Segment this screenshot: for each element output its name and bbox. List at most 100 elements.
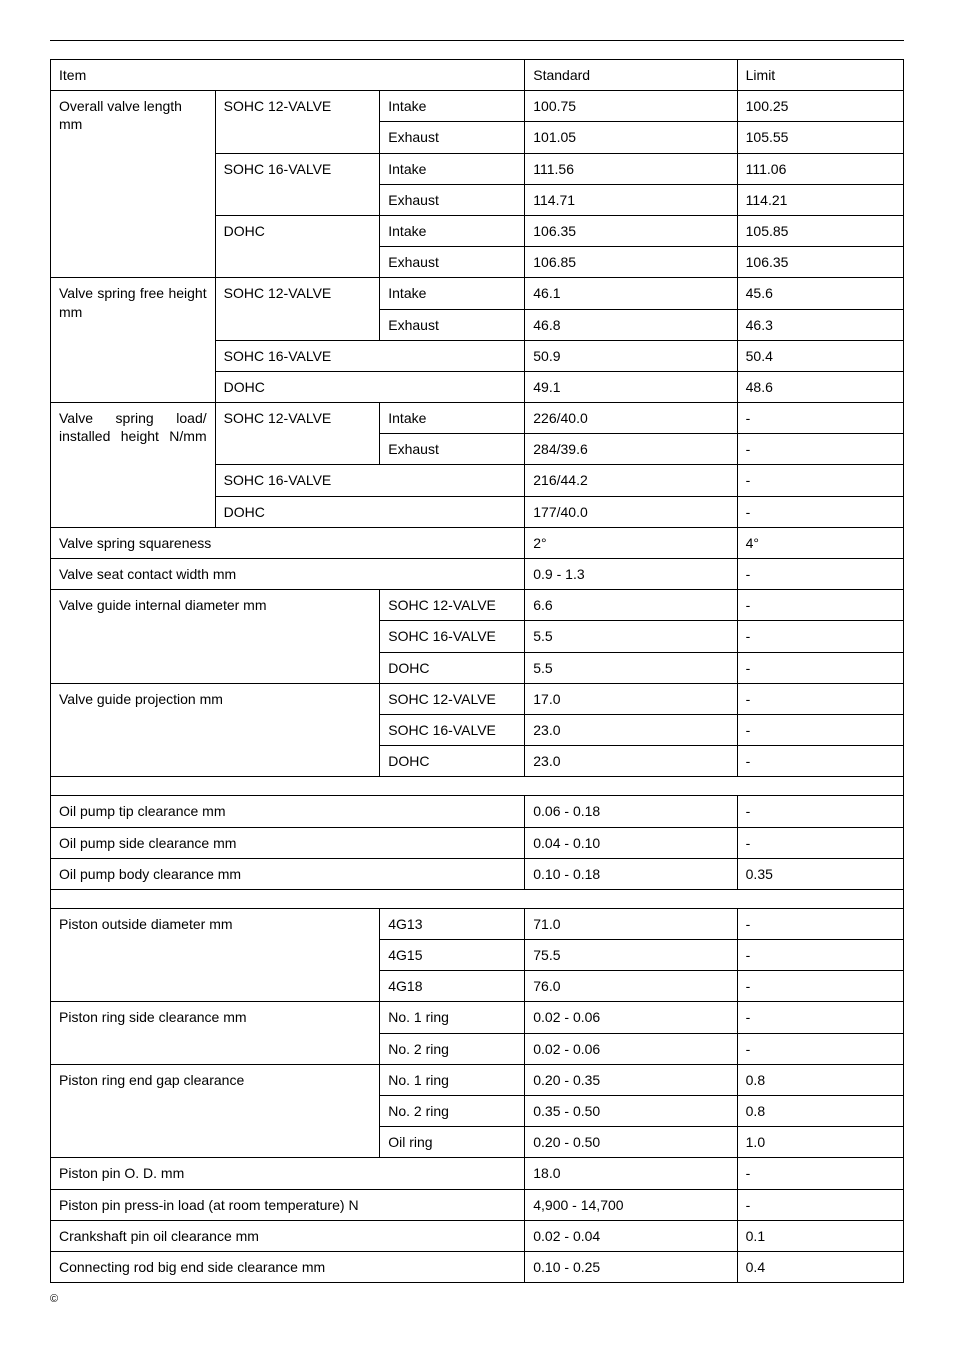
cell: DOHC	[215, 496, 525, 527]
cell: -	[737, 621, 903, 652]
row-label: Connecting rod big end side clearance mm	[51, 1251, 525, 1282]
table-row: Piston pin O. D. mm 18.0 -	[51, 1158, 904, 1189]
cell: -	[737, 1002, 903, 1033]
cell: -	[737, 559, 903, 590]
cell: Intake	[380, 278, 525, 309]
table-row: Valve spring squareness 2° 4°	[51, 527, 904, 558]
cell: 100.25	[737, 91, 903, 122]
cell: -	[737, 403, 903, 434]
cell: -	[737, 465, 903, 496]
cell: 0.06 - 0.18	[525, 796, 737, 827]
row-label: Oil pump body clearance mm	[51, 858, 525, 889]
cell: No. 1 ring	[380, 1064, 525, 1095]
table-row: Piston outside diameter mm 4G13 71.0 -	[51, 908, 904, 939]
cell: -	[737, 796, 903, 827]
cell: 4°	[737, 527, 903, 558]
table-row: Connecting rod big end side clearance mm…	[51, 1251, 904, 1282]
row-label: Oil pump tip clearance mm	[51, 796, 525, 827]
cell: 46.1	[525, 278, 737, 309]
cell: 101.05	[525, 122, 737, 153]
cell: 111.06	[737, 153, 903, 184]
header-item: Item	[51, 60, 525, 91]
cell: -	[737, 1158, 903, 1189]
cell: 48.6	[737, 371, 903, 402]
cell: -	[737, 652, 903, 683]
cell: 50.4	[737, 340, 903, 371]
cell: 4G13	[380, 908, 525, 939]
cell: 5.5	[525, 621, 737, 652]
cell: 105.85	[737, 215, 903, 246]
row-label: Piston outside diameter mm	[51, 908, 380, 1002]
cell: 106.35	[737, 247, 903, 278]
section-spacer	[51, 777, 904, 796]
cell: -	[737, 940, 903, 971]
cell: 71.0	[525, 908, 737, 939]
table-row: Valve guide projection mm SOHC 12-VALVE …	[51, 683, 904, 714]
cell: 49.1	[525, 371, 737, 402]
cell: 46.3	[737, 309, 903, 340]
cell: Exhaust	[380, 122, 525, 153]
table-row: Piston pin press-in load (at room temper…	[51, 1189, 904, 1220]
cell: 0.02 - 0.06	[525, 1002, 737, 1033]
cell: 1.0	[737, 1127, 903, 1158]
cell: 114.21	[737, 184, 903, 215]
section-spacer-row	[51, 777, 904, 796]
table-header-row: Item Standard Limit	[51, 60, 904, 91]
cell: SOHC 12-VALVE	[215, 278, 380, 340]
cell: Exhaust	[380, 247, 525, 278]
cell: SOHC 12-VALVE	[380, 590, 525, 621]
row-label: Piston ring end gap clearance	[51, 1064, 380, 1158]
cell: 111.56	[525, 153, 737, 184]
cell: 23.0	[525, 714, 737, 745]
cell: -	[737, 908, 903, 939]
cell: 45.6	[737, 278, 903, 309]
table-row: Crankshaft pin oil clearance mm 0.02 - 0…	[51, 1220, 904, 1251]
cell: -	[737, 971, 903, 1002]
table-row: Overall valve length mm SOHC 12-VALVE In…	[51, 91, 904, 122]
cell: 0.20 - 0.35	[525, 1064, 737, 1095]
cell: SOHC 16-VALVE	[215, 465, 525, 496]
cell: 106.85	[525, 247, 737, 278]
row-label: Valve spring free height mm	[51, 278, 216, 403]
section-spacer-row	[51, 889, 904, 908]
cell: 50.9	[525, 340, 737, 371]
cell: 0.20 - 0.50	[525, 1127, 737, 1158]
row-label: Valve guide projection mm	[51, 683, 380, 777]
cell: 4G18	[380, 971, 525, 1002]
row-label: Valve spring load/ installed height N/mm	[51, 403, 216, 528]
table-row: Valve spring free height mm SOHC 12-VALV…	[51, 278, 904, 309]
table-row: Oil pump side clearance mm 0.04 - 0.10 -	[51, 827, 904, 858]
cell: 0.10 - 0.25	[525, 1251, 737, 1282]
table-row: Oil pump tip clearance mm 0.06 - 0.18 -	[51, 796, 904, 827]
cell: Intake	[380, 215, 525, 246]
cell: 177/40.0	[525, 496, 737, 527]
cell: SOHC 12-VALVE	[380, 683, 525, 714]
cell: 0.9 - 1.3	[525, 559, 737, 590]
cell: SOHC 16-VALVE	[215, 340, 525, 371]
cell: No. 2 ring	[380, 1033, 525, 1064]
cell: 0.10 - 0.18	[525, 858, 737, 889]
cell: 0.02 - 0.06	[525, 1033, 737, 1064]
cell: -	[737, 496, 903, 527]
cell: 0.8	[737, 1096, 903, 1127]
header-limit: Limit	[737, 60, 903, 91]
header-standard: Standard	[525, 60, 737, 91]
cell: 2°	[525, 527, 737, 558]
cell: 0.1	[737, 1220, 903, 1251]
section-spacer	[51, 889, 904, 908]
cell: 0.4	[737, 1251, 903, 1282]
cell: SOHC 12-VALVE	[215, 91, 380, 153]
row-label: Valve seat contact width mm	[51, 559, 525, 590]
row-label: Piston ring side clearance mm	[51, 1002, 380, 1064]
cell: 18.0	[525, 1158, 737, 1189]
table-row: Piston ring end gap clearance No. 1 ring…	[51, 1064, 904, 1095]
cell: Intake	[380, 403, 525, 434]
table-row: Valve seat contact width mm 0.9 - 1.3 -	[51, 559, 904, 590]
row-label: Valve spring squareness	[51, 527, 525, 558]
cell: 46.8	[525, 309, 737, 340]
cell: SOHC 16-VALVE	[215, 153, 380, 215]
cell: Exhaust	[380, 184, 525, 215]
row-label: Valve guide internal diameter mm	[51, 590, 380, 684]
cell: -	[737, 1033, 903, 1064]
cell: 6.6	[525, 590, 737, 621]
